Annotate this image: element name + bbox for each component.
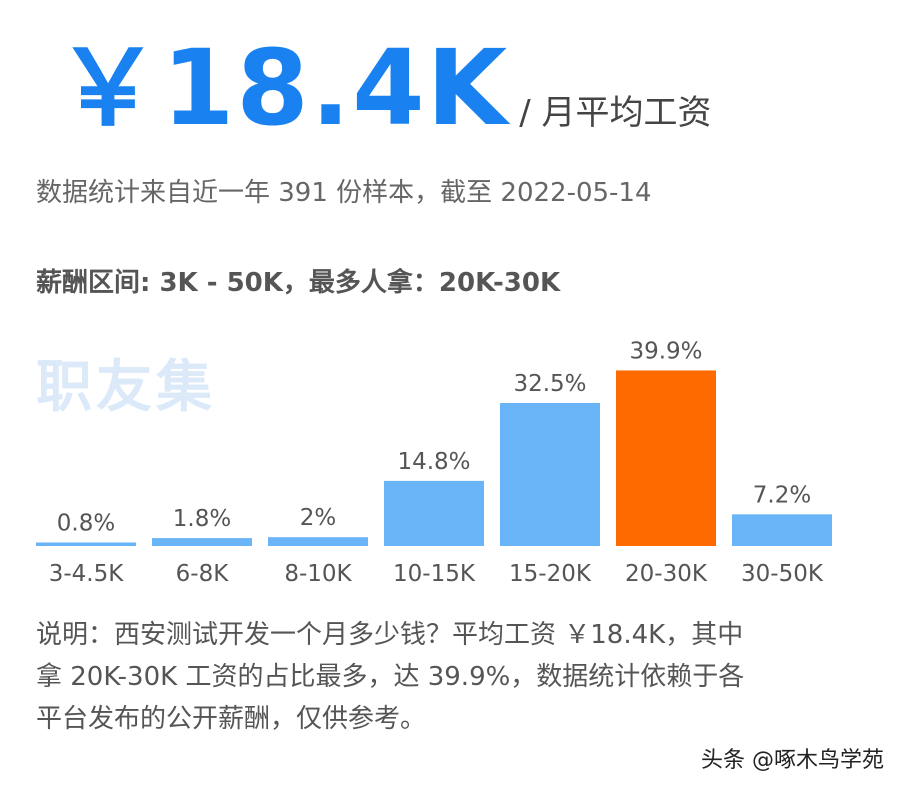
category-label-3-4.5K: 3-4.5K xyxy=(49,561,125,587)
note-line-1: 说明：西安测试开发一个月多少钱？平均工资 ￥18.4K，其中 xyxy=(36,614,876,656)
bar-20-30K xyxy=(616,370,716,546)
bar-3-4.5K xyxy=(36,542,136,546)
average-salary-unit: / 月平均工资 xyxy=(519,85,711,134)
note-line-2: 拿 20K-30K 工资的占比最多，达 39.9%，数据统计依赖于各 xyxy=(36,656,876,698)
data-label-30-50K: 7.2% xyxy=(753,482,811,508)
description-note: 说明：西安测试开发一个月多少钱？平均工资 ￥18.4K，其中 拿 20K-30K… xyxy=(36,614,876,740)
data-label-15-20K: 32.5% xyxy=(513,371,586,397)
category-label-10-15K: 10-15K xyxy=(393,561,476,587)
data-label-3-4.5K: 0.8% xyxy=(57,510,115,536)
category-label-30-50K: 30-50K xyxy=(741,561,824,587)
bar-10-15K xyxy=(384,481,484,546)
data-label-10-15K: 14.8% xyxy=(397,449,470,475)
salary-header: ￥18.4K / 月平均工资 xyxy=(56,30,711,140)
salary-distribution-chart: 0.8% 3-4.5K 1.8% 6-8K 2% 8-10K 14.8% 10-15K 32.5… xyxy=(0,320,904,590)
data-label-6-8K: 1.8% xyxy=(173,506,231,532)
data-label-8-10K: 2% xyxy=(300,505,337,531)
category-label-15-20K: 15-20K xyxy=(509,561,592,587)
bar-6-8K xyxy=(152,538,252,546)
category-label-8-10K: 8-10K xyxy=(284,561,352,587)
source-credit: 头条 @啄木鸟学苑 xyxy=(701,742,884,774)
data-label-20-30K: 39.9% xyxy=(629,338,702,364)
bar-15-20K xyxy=(500,403,600,546)
average-salary-value: ￥18.4K xyxy=(56,36,509,140)
category-label-20-30K: 20-30K xyxy=(625,561,708,587)
bar-30-50K xyxy=(732,514,832,546)
note-line-3: 平台发布的公开薪酬，仅供参考。 xyxy=(36,698,876,740)
sample-stats-text: 数据统计来自近一年 391 份样本，截至 2022-05-14 xyxy=(36,172,652,209)
salary-range-text: 薪酬区间: 3K - 50K，最多人拿：20K-30K xyxy=(36,262,560,299)
category-label-6-8K: 6-8K xyxy=(176,561,230,587)
bar-8-10K xyxy=(268,537,368,546)
